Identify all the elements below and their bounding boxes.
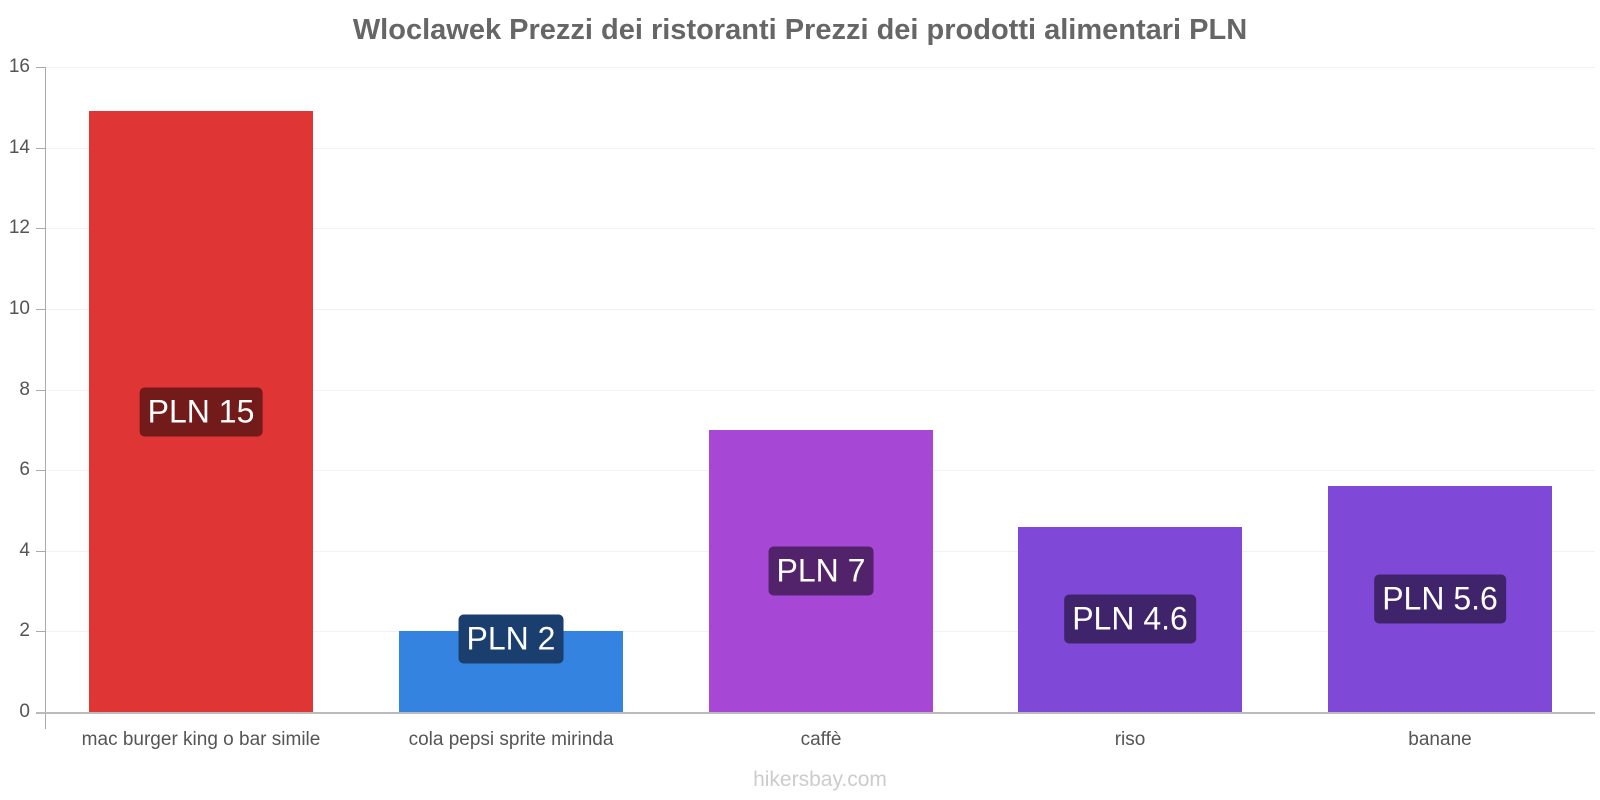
data-label: PLN 2 <box>458 614 564 664</box>
x-tick-label: riso <box>1114 729 1146 750</box>
data-label: PLN 7 <box>768 546 874 596</box>
gridline <box>46 67 1595 68</box>
gridline <box>46 390 1595 391</box>
y-tick-label: 6 <box>19 459 30 480</box>
y-tick-mark <box>36 309 46 310</box>
y-tick-mark <box>36 67 46 68</box>
y-tick-mark <box>36 228 46 229</box>
y-tick-label: 12 <box>8 217 30 238</box>
y-tick-label: 4 <box>19 540 30 561</box>
y-tick-label: 8 <box>19 379 30 400</box>
x-tick-label: mac burger king o bar simile <box>81 729 321 750</box>
y-tick-mark <box>36 631 46 632</box>
y-tick-mark <box>36 390 46 391</box>
y-tick-mark <box>36 551 46 552</box>
x-tick-label: caffè <box>800 729 842 750</box>
y-tick-label: 14 <box>8 137 30 158</box>
data-label: PLN 5.6 <box>1374 574 1506 624</box>
y-tick-label: 16 <box>8 56 30 77</box>
x-tick-label: cola pepsi sprite mirinda <box>408 729 614 750</box>
source-watermark: hikersbay.com <box>753 768 887 791</box>
y-axis-line <box>45 67 46 729</box>
y-tick-mark <box>36 148 46 149</box>
x-tick-label: banane <box>1408 729 1472 750</box>
gridline <box>46 228 1595 229</box>
y-tick-mark <box>36 470 46 471</box>
gridline <box>46 309 1595 310</box>
y-tick-label: 0 <box>19 701 30 722</box>
y-tick-label: 2 <box>19 620 30 641</box>
data-label: PLN 4.6 <box>1064 594 1196 644</box>
x-axis-line <box>36 712 1595 714</box>
chart-title: Wloclawek Prezzi dei ristoranti Prezzi d… <box>352 14 1248 46</box>
y-tick-label: 10 <box>8 298 30 319</box>
gridline <box>46 148 1595 149</box>
data-label: PLN 15 <box>139 387 263 437</box>
